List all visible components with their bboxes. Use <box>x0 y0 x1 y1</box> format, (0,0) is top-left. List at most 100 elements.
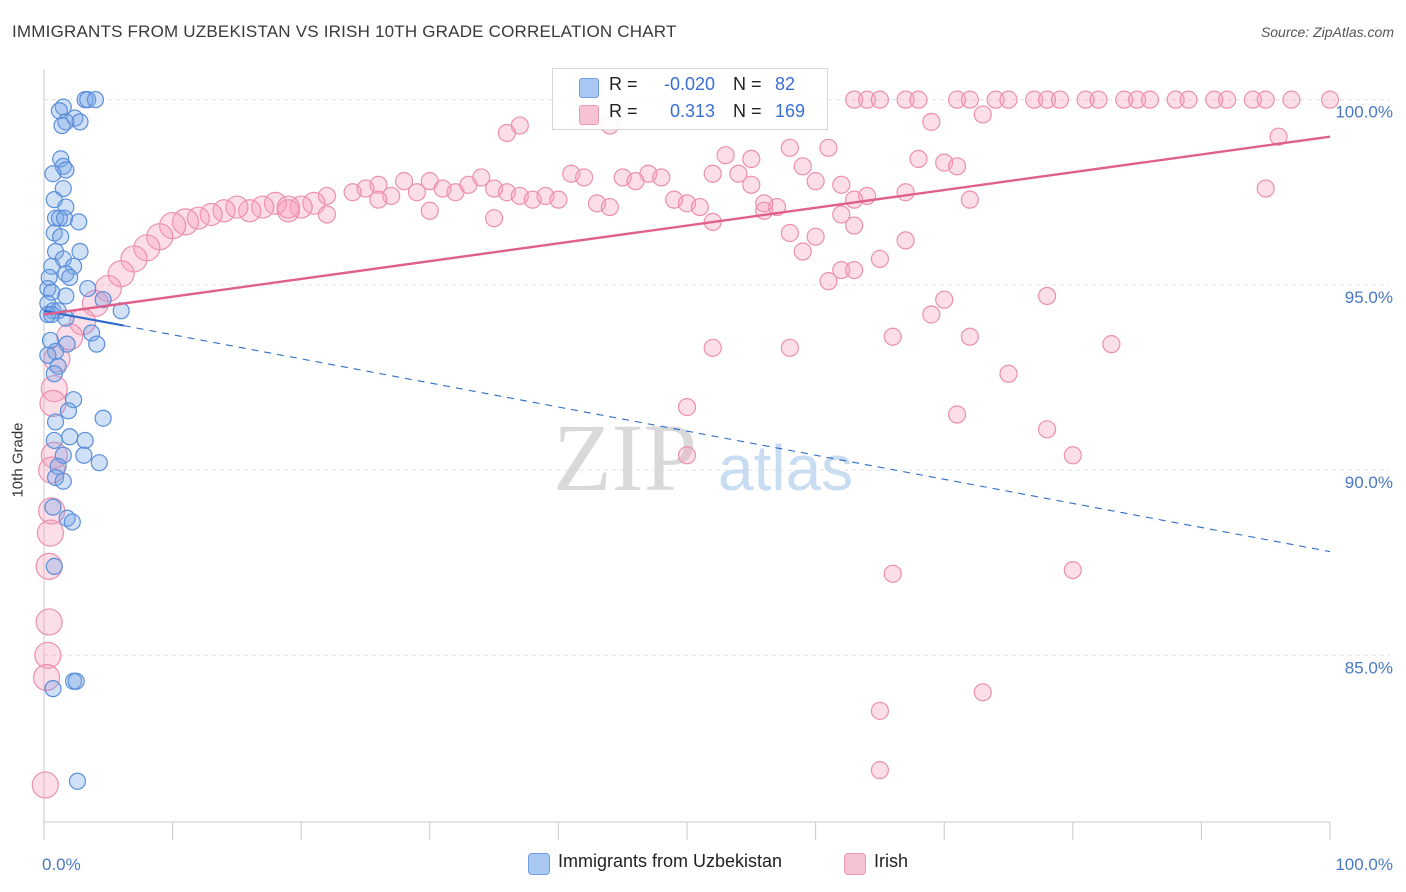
irish-point <box>947 90 967 109</box>
irish-point <box>677 398 697 417</box>
irish-point <box>1063 560 1082 580</box>
irish-point <box>793 157 812 176</box>
irish-point <box>1025 90 1044 109</box>
irish-point <box>973 105 992 124</box>
uzbekistan-point <box>94 409 112 427</box>
irish-point <box>819 272 838 291</box>
irish-point <box>780 138 799 157</box>
irish-point <box>1140 90 1160 109</box>
irish-point <box>289 195 313 219</box>
irish-point <box>407 183 427 202</box>
irish-point <box>626 172 645 191</box>
uzbekistan-point <box>57 161 75 179</box>
uzbekistan-point <box>86 91 105 109</box>
irish-point <box>31 771 59 799</box>
irish-point <box>845 190 864 209</box>
irish-point <box>716 146 735 165</box>
irish-point <box>1282 90 1301 109</box>
uzbekistan-point <box>68 772 87 790</box>
irish-point <box>485 209 504 228</box>
irish-point <box>1076 90 1095 109</box>
uzbekistan-points <box>39 91 130 790</box>
irish-point <box>36 519 65 547</box>
irish-point <box>922 305 941 324</box>
uzbekistan-point <box>39 346 57 364</box>
trend-lines <box>43 135 1331 553</box>
uzbekistan-point <box>45 431 63 450</box>
uzbekistan-point <box>46 413 65 431</box>
irish-point <box>317 186 337 206</box>
irish-point <box>225 195 249 219</box>
legend-n-value: 169 <box>775 101 806 121</box>
irish-point <box>960 327 980 346</box>
irish-point <box>935 290 954 309</box>
legend-r-value: -0.020 <box>663 74 715 94</box>
watermark-atlas: atlas <box>718 432 853 504</box>
uzbekistan-point <box>54 446 72 464</box>
irish-point <box>238 199 262 223</box>
irish-point <box>34 641 62 669</box>
tick-labels: 85.0% 90.0% 95.0% 100.0% 0.0% 100.0% <box>42 103 1393 874</box>
irish-point <box>677 446 697 465</box>
y-tick-label: 90.0% <box>1345 473 1393 492</box>
irish-point <box>1179 90 1198 109</box>
irish-point <box>1205 90 1224 109</box>
irish-point <box>703 338 722 357</box>
irish-point <box>806 172 825 191</box>
irish-point <box>394 172 414 191</box>
irish-point <box>40 441 68 469</box>
irish-point <box>302 191 326 215</box>
irish-point <box>497 123 517 143</box>
y-tick-label: 100.0% <box>1335 103 1393 122</box>
legend-row-uzbekistan: R = -0.020 N = 82 <box>553 74 827 100</box>
axes <box>43 70 1331 840</box>
bottom-legend-swatch-irish <box>844 853 866 875</box>
irish-point <box>212 199 236 223</box>
irish-point <box>806 227 825 246</box>
irish-point <box>1037 90 1057 109</box>
x-tick-label: 100.0% <box>1335 855 1393 874</box>
irish-point <box>1256 179 1275 198</box>
legend-r-label: R = <box>609 74 638 94</box>
irish-point <box>549 190 568 209</box>
irish-point <box>40 374 68 403</box>
irish-point <box>986 90 1005 109</box>
irish-point <box>947 405 967 424</box>
uzbekistan-point <box>67 672 85 690</box>
irish-point <box>1037 420 1057 439</box>
irish-points <box>31 90 1340 799</box>
legend-n-value: 82 <box>775 74 796 94</box>
irish-point <box>742 175 761 194</box>
irish-point <box>896 183 915 202</box>
irish-point <box>317 205 337 224</box>
uzbekistan-point <box>45 557 63 575</box>
uzbekistan-point <box>41 331 60 350</box>
irish-point <box>845 90 864 109</box>
irish-point <box>832 175 851 194</box>
irish-point <box>420 201 439 220</box>
irish-point <box>755 194 774 213</box>
irish-point <box>845 260 864 280</box>
legend-r-value: 0.313 <box>669 101 715 121</box>
uzbekistan-point <box>44 498 62 516</box>
watermark: ZIP atlas <box>553 404 853 511</box>
uzbekistan-point <box>53 116 71 135</box>
uzbekistan-point <box>64 391 83 409</box>
legend-r-label: R = <box>609 101 638 121</box>
legend-n-label: N = <box>733 101 762 121</box>
irish-point <box>870 90 890 109</box>
irish-point <box>1089 90 1108 109</box>
bottom-legend-label-uzbekistan: Immigrants from Uzbekistan <box>558 851 783 871</box>
legend-n-label: N = <box>733 74 762 94</box>
uzbekistan-point <box>57 287 75 305</box>
irish-point <box>870 701 890 720</box>
irish-point <box>947 157 967 176</box>
y-tick-label: 95.0% <box>1345 288 1393 307</box>
irish-point <box>960 190 980 209</box>
irish-point <box>1102 335 1121 354</box>
uzbekistan-point <box>59 402 78 420</box>
irish-point <box>1037 286 1057 306</box>
watermark-zip: ZIP <box>553 404 697 511</box>
